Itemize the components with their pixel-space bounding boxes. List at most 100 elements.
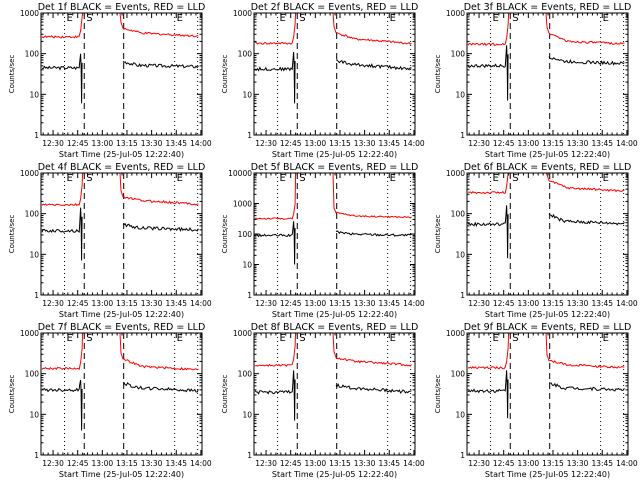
x-tick-label: 13:45 [165, 139, 187, 148]
marker-label: S [86, 333, 92, 344]
y-tick-label: 10 [29, 410, 39, 419]
marker-label: E [493, 173, 499, 184]
x-tick-label: 13:30 [354, 299, 376, 308]
x-tick-label: 12:45 [280, 139, 302, 148]
marker-label: E [390, 13, 396, 24]
y-tick-label: 100 [25, 210, 40, 219]
x-tick-label: 13:15 [116, 299, 138, 308]
y-tick-label: 1 [247, 131, 252, 140]
y-tick-label: 1000 [20, 329, 39, 338]
x-tick-label: 13:45 [378, 139, 400, 148]
chart-det-9f: Det 9f BLACK = Events, RED = LLD Counts/s… [434, 322, 638, 479]
x-tick-label: 13:30 [567, 459, 589, 468]
x-axis-label: Start Time (25-Jul-05 12:22:40) [485, 470, 610, 479]
x-tick-label: 13:30 [354, 459, 376, 468]
x-tick-label: 12:45 [67, 299, 89, 308]
marker-label: S [512, 173, 518, 184]
plot-frame [40, 12, 203, 136]
x-tick-label: 12:45 [493, 139, 515, 148]
plot-frame [466, 12, 629, 136]
x-tick-label: 13:45 [591, 459, 613, 468]
marker-label: S [299, 333, 305, 344]
series-line-lld [467, 12, 625, 47]
y-axis-label: Counts/sec [8, 55, 16, 94]
x-axis-label: Start Time (25-Jul-05 12:22:40) [59, 470, 184, 479]
y-tick-label: 10 [242, 90, 252, 99]
chart-det-2f: Det 2f BLACK = Events, RED = LLD Counts/s… [221, 2, 425, 159]
x-tick-label: 12:45 [67, 139, 89, 148]
y-axis-label: Counts/sec [434, 215, 442, 254]
x-tick-label: 12:30 [255, 459, 277, 468]
marker-label: S [299, 173, 305, 184]
y-tick-label: 100 [25, 370, 40, 379]
x-tick-label: 12:30 [255, 139, 277, 148]
x-tick-label: 13:45 [165, 459, 187, 468]
marker-label: E [280, 333, 286, 344]
y-tick-label: 100 [238, 50, 253, 59]
y-axis-label: Counts/sec [434, 55, 442, 94]
x-tick-label: 13:00 [305, 459, 327, 468]
panel-det-5f: Det 5f BLACK = Events, RED = LLD Counts/s… [213, 160, 426, 320]
series-line-lld [41, 172, 199, 207]
y-tick-label: 1 [34, 451, 39, 460]
series-line-lld [41, 332, 199, 371]
series-line-lld [467, 172, 625, 195]
x-tick-label: 12:30 [255, 299, 277, 308]
marker-label: E [177, 13, 183, 24]
y-tick-label: 100 [451, 50, 466, 59]
chart-title: Det 3f BLACK = Events, RED = LLD [464, 2, 632, 13]
y-tick-label: 1000 [20, 169, 39, 178]
x-tick-label: 14:00 [403, 139, 425, 148]
x-tick-label: 13:45 [591, 139, 613, 148]
x-tick-label: 12:30 [468, 459, 490, 468]
marker-label: E [603, 333, 609, 344]
x-axis-label: Start Time (25-Jul-05 12:22:40) [272, 150, 397, 159]
x-tick-label: 13:45 [378, 299, 400, 308]
series-line-events [41, 207, 199, 261]
series-line-lld [254, 172, 412, 220]
x-tick-label: 13:30 [354, 139, 376, 148]
series-line-events [467, 45, 625, 101]
x-tick-label: 13:45 [378, 459, 400, 468]
marker-label: E [67, 333, 73, 344]
chart-det-3f: Det 3f BLACK = Events, RED = LLD Counts/s… [434, 2, 638, 159]
marker-label: E [603, 173, 609, 184]
x-axis-label: Start Time (25-Jul-05 12:22:40) [59, 310, 184, 319]
chart-det-8f: Det 8f BLACK = Events, RED = LLD Counts/s… [221, 322, 425, 479]
marker-label: E [493, 333, 499, 344]
x-tick-label: 13:30 [141, 459, 163, 468]
series-line-lld [254, 332, 412, 367]
marker-label: E [67, 173, 73, 184]
x-tick-label: 13:15 [116, 459, 138, 468]
chart-det-4f: Det 4f BLACK = Events, RED = LLD Counts/s… [8, 162, 212, 319]
x-tick-label: 13:15 [329, 139, 351, 148]
x-axis-label: Start Time (25-Jul-05 12:22:40) [272, 470, 397, 479]
panel-det-4f: Det 4f BLACK = Events, RED = LLD Counts/s… [0, 160, 213, 320]
x-tick-label: 12:30 [42, 459, 64, 468]
x-tick-label: 12:30 [42, 139, 64, 148]
x-tick-label: 13:30 [567, 299, 589, 308]
plot-frame [466, 172, 629, 296]
plot-frame [466, 332, 629, 456]
x-tick-label: 13:00 [305, 299, 327, 308]
x-tick-label: 14:00 [190, 139, 212, 148]
series-line-events [467, 370, 625, 419]
chart-det-1f: Det 1f BLACK = Events, RED = LLD Counts/s… [8, 2, 212, 159]
chart-title: Det 6f BLACK = Events, RED = LLD [464, 162, 632, 173]
y-axis-label: Counts/sec [8, 215, 16, 254]
y-tick-label: 100 [238, 370, 253, 379]
plot-frame [253, 332, 416, 456]
x-tick-label: 13:30 [141, 299, 163, 308]
y-tick-label: 10 [29, 90, 39, 99]
x-axis-label: Start Time (25-Jul-05 12:22:40) [272, 310, 397, 319]
marker-label: E [390, 333, 396, 344]
chart-title: Det 9f BLACK = Events, RED = LLD [464, 322, 632, 333]
x-tick-label: 14:00 [616, 459, 638, 468]
marker-label: E [67, 13, 73, 24]
x-tick-label: 12:45 [280, 459, 302, 468]
y-tick-label: 10 [455, 250, 465, 259]
x-tick-label: 14:00 [616, 139, 638, 148]
marker-label: E [280, 13, 286, 24]
y-tick-label: 1000 [233, 9, 252, 18]
